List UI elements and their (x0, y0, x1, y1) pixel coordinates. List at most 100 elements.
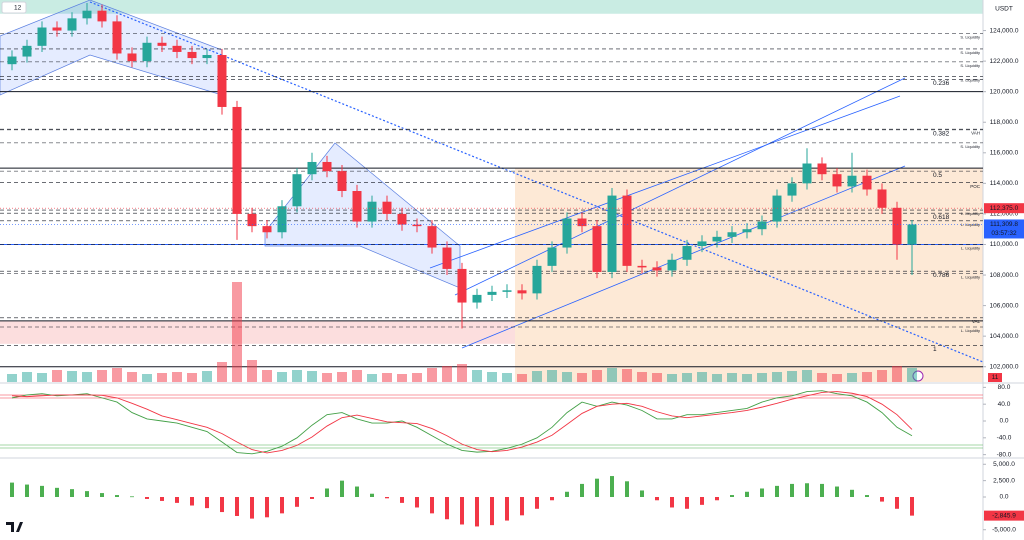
candle-body (832, 174, 842, 187)
histogram-bar (160, 497, 164, 501)
histogram-bar (10, 482, 14, 497)
y-tick-label: 110,000.0 (990, 241, 1019, 248)
volume-bar (847, 373, 857, 382)
volume-bar (322, 373, 332, 382)
candle-body (457, 268, 467, 303)
y-tick-label: 0.0 (999, 494, 1008, 501)
volume-bar (127, 372, 137, 382)
candle-body (682, 246, 692, 260)
histogram-bar (55, 487, 59, 497)
histogram-bar (250, 497, 254, 519)
profile-label: POC (970, 184, 981, 189)
volume-bar (442, 366, 452, 382)
volume-bar (142, 374, 152, 382)
zone (0, 0, 983, 14)
volume-bar (412, 373, 422, 382)
volume-bar (187, 373, 197, 382)
candle-body (427, 226, 437, 248)
histogram-bar (565, 491, 569, 497)
fib-label: 0.382 (933, 131, 950, 138)
liquidity-label: L. Liquidity (961, 246, 980, 251)
histogram-bar (640, 490, 644, 497)
interval-box[interactable] (1, 1, 27, 14)
volume-bar (757, 373, 767, 382)
last-value-label: -2,845.9 (992, 512, 1016, 519)
candle-body (67, 18, 77, 31)
volume-bar (217, 362, 227, 382)
volume-bar (532, 371, 542, 382)
volume-bar (637, 372, 647, 382)
histogram-bar (835, 486, 839, 497)
candle-body (877, 189, 887, 208)
candle-body (742, 229, 752, 233)
histogram-bar (880, 497, 884, 502)
price-badge (984, 219, 1024, 239)
histogram-bar (580, 483, 584, 497)
candle-body (847, 175, 857, 187)
currency: USDT (995, 6, 1013, 13)
y-tick-label: 80.0 (998, 384, 1011, 391)
zones (0, 0, 983, 382)
volume-bar (652, 373, 662, 382)
volume-bar (502, 373, 512, 382)
histogram-bar (550, 497, 554, 501)
candle-body (562, 218, 572, 248)
profile-label: VAH (971, 130, 980, 135)
volume-bar (487, 372, 497, 382)
y-tick-label: 102,000.0 (990, 363, 1019, 370)
volume-badge: 11 (992, 374, 999, 381)
volume-bar (397, 374, 407, 382)
volume-bar (157, 373, 167, 382)
volume-bar (787, 371, 797, 382)
histogram-bar (760, 488, 764, 497)
channel-line (454, 77, 906, 296)
candle-body (142, 42, 152, 62)
volume-bar (817, 373, 827, 382)
volume-bar (292, 370, 302, 382)
histogram-bar (700, 497, 704, 505)
y-tick-label: 124,000.0 (990, 27, 1019, 34)
candle-body (97, 10, 107, 22)
histogram-bar (25, 484, 29, 497)
volume-bar (907, 368, 917, 382)
descending-wedge (264, 142, 461, 289)
liquidity-label: L. Liquidity (961, 211, 980, 216)
volume-bar (307, 371, 317, 382)
y-tick-label: 2,500.0 (993, 477, 1015, 484)
histogram-bar (730, 495, 734, 497)
candle-body (667, 259, 677, 271)
candle-body (487, 291, 497, 295)
volume-bar (712, 374, 722, 382)
histogram-bar (805, 483, 809, 497)
candle-body (307, 161, 317, 175)
volume-bar (202, 371, 212, 382)
candle-body (202, 55, 212, 59)
candle-body (277, 206, 287, 233)
histogram-bar (430, 497, 434, 514)
volume-bar (262, 370, 272, 382)
volume-bar (97, 370, 107, 382)
histogram-bar (775, 485, 779, 497)
volume-bar (337, 372, 347, 382)
candle-body (652, 267, 662, 271)
histogram-bar (295, 497, 299, 507)
liquidity-label: L. Liquidity (961, 222, 980, 227)
y-tick-label: 40.0 (998, 401, 1011, 408)
oscillator-line (11, 390, 913, 455)
y-tick-label: 120,000.0 (990, 88, 1019, 95)
candle-body (22, 45, 32, 57)
candle-body (532, 265, 542, 294)
volume-bar (367, 374, 377, 382)
candle-body (547, 247, 557, 266)
volume-bar (592, 370, 602, 382)
fib-label: 0.5 (933, 172, 942, 179)
volume-bar (67, 371, 77, 382)
histogram-bar (115, 495, 119, 497)
histogram-bar (70, 489, 74, 497)
y-tick-label: 108,000.0 (990, 272, 1019, 279)
volume-bar (7, 374, 17, 382)
volume-bar (607, 368, 617, 382)
candle-body (112, 21, 122, 54)
candle-body (712, 236, 722, 242)
